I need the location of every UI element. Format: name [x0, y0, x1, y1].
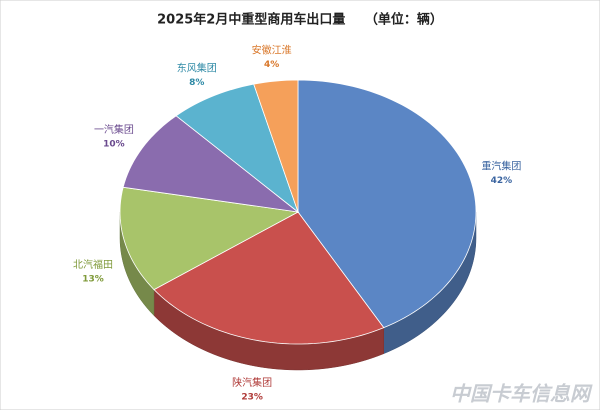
- slice-value-label: 13%: [82, 274, 104, 284]
- slice-value-label: 10%: [103, 139, 125, 149]
- slice-value-label: 8%: [189, 78, 204, 88]
- pie-slice: [297, 79, 477, 329]
- chart-title: 2025年2月中重型商用车出口量 （单位：辆）: [157, 12, 443, 28]
- slice-value-label: 42%: [491, 176, 513, 186]
- slice-label: 陕汽集团: [232, 376, 272, 389]
- pie-slice: [122, 115, 300, 213]
- pie-slice: [253, 79, 299, 213]
- slice-label: 一汽集团: [94, 123, 134, 136]
- slice-label: 北汽福田: [73, 258, 113, 271]
- slice-value-label: 4%: [264, 60, 279, 70]
- pie-slice: [153, 211, 385, 345]
- slice-label: 东风集团: [177, 62, 217, 75]
- slice-label: 安徽江淮: [252, 43, 292, 56]
- pie-slice: [119, 186, 300, 291]
- slice-value-label: 23%: [241, 393, 263, 403]
- watermark: 中国卡车信息网: [450, 382, 593, 406]
- slice-label: 重汽集团: [481, 159, 521, 172]
- pie-slice: [175, 83, 299, 214]
